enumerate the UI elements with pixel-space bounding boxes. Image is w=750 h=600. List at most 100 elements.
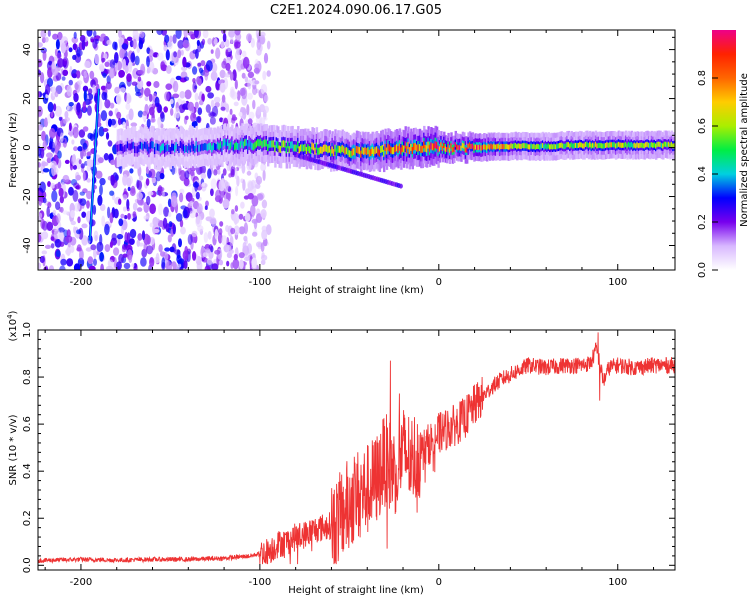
signal-cell <box>491 144 495 150</box>
signal-cell <box>116 144 120 152</box>
signal-cell <box>446 147 449 153</box>
noise-speck <box>66 246 71 257</box>
noise-speck <box>189 210 197 219</box>
noise-speck <box>86 178 91 183</box>
signal-cell <box>215 144 218 152</box>
signal-cell <box>198 144 201 152</box>
signal-cell <box>149 142 153 150</box>
signal-cell <box>179 141 183 148</box>
noise-speck <box>134 32 141 38</box>
noise-speck <box>72 126 79 139</box>
signal-cell <box>340 146 343 154</box>
colorbar-tick-label: 0.4 <box>697 166 708 182</box>
noise-speck <box>41 231 49 240</box>
signal-cell <box>259 138 263 146</box>
signal-cell <box>122 146 125 154</box>
signal-cell <box>305 147 309 154</box>
noise-speck <box>53 103 57 112</box>
signal-cell <box>267 144 270 152</box>
noise-speck <box>100 85 106 91</box>
noise-speck <box>167 234 172 243</box>
noise-speck <box>170 108 174 116</box>
signal-cell <box>561 143 565 149</box>
snr-xtick-label: 100 <box>608 577 627 588</box>
spec-ytick-label: 40 <box>22 43 33 56</box>
signal-cell <box>318 147 321 155</box>
signal-cell <box>388 144 392 152</box>
noise-speck <box>240 201 245 209</box>
signal-cell <box>228 143 231 151</box>
signal-cell <box>265 139 268 147</box>
noise-speck <box>245 251 251 262</box>
noise-speck <box>113 247 120 256</box>
noise-speck <box>219 117 224 123</box>
noise-speck <box>109 102 115 109</box>
noise-speck <box>265 224 272 236</box>
noise-speck <box>251 257 258 269</box>
noise-speck <box>149 257 155 268</box>
noise-speck <box>119 37 123 50</box>
signal-cell <box>453 146 456 152</box>
signal-cell <box>155 143 158 151</box>
noise-speck <box>179 91 186 99</box>
noise-speck <box>99 184 103 196</box>
noise-speck <box>82 142 88 150</box>
noise-speck <box>196 203 203 215</box>
noise-speck <box>203 232 209 243</box>
signal-cell <box>135 146 138 154</box>
signal-cell <box>559 143 562 149</box>
noise-speck <box>61 36 68 45</box>
signal-cell <box>486 145 489 151</box>
signal-cell <box>477 145 480 151</box>
noise-speck <box>132 202 138 211</box>
noise-speck <box>196 39 200 47</box>
signal-cell <box>320 146 323 154</box>
noise-speck <box>142 110 147 116</box>
signal-cell <box>330 149 333 157</box>
signal-cell <box>153 147 157 155</box>
signal-cell <box>656 142 659 148</box>
noise-speck <box>122 206 127 212</box>
noise-speck <box>60 42 67 54</box>
snr-panel: -200 -100 0 100 0.0 0.2 0.4 0.6 0.8 1.0 … <box>6 310 676 596</box>
noise-speck <box>131 81 138 86</box>
noise-speck <box>101 215 106 227</box>
noise-speck <box>58 116 63 121</box>
noise-speck <box>73 92 79 103</box>
signal-cell <box>242 141 246 149</box>
noise-speck <box>172 224 176 235</box>
signal-cell <box>191 141 194 149</box>
noise-speck <box>255 175 263 185</box>
noise-speck <box>116 233 124 240</box>
signal-cell <box>380 146 383 153</box>
signal-cell <box>450 143 453 149</box>
signal-cell <box>594 141 598 147</box>
noise-speck <box>62 174 70 183</box>
noise-speck <box>256 106 261 115</box>
noise-speck <box>242 241 247 251</box>
noise-speck <box>247 92 253 100</box>
noise-speck <box>220 106 226 111</box>
noise-speck <box>202 69 210 77</box>
noise-speck <box>157 185 163 197</box>
signal-cell <box>644 142 648 148</box>
noise-speck <box>115 93 122 105</box>
noise-speck <box>218 79 222 85</box>
noise-speck <box>247 118 253 125</box>
noise-speck <box>55 39 60 50</box>
noise-speck <box>93 230 99 242</box>
noise-speck <box>175 107 181 119</box>
signal-cell <box>141 142 144 150</box>
noise-speck <box>38 262 42 269</box>
signal-cell <box>274 145 277 153</box>
signal-cell <box>168 145 171 153</box>
signal-cell <box>245 138 248 146</box>
noise-speck <box>94 54 100 65</box>
noise-speck <box>213 169 218 176</box>
noise-speck <box>238 252 245 259</box>
signal-cell <box>592 142 595 148</box>
noise-speck <box>38 91 41 98</box>
noise-speck <box>77 80 83 86</box>
signal-cell <box>271 140 274 148</box>
signal-cell <box>300 144 303 152</box>
